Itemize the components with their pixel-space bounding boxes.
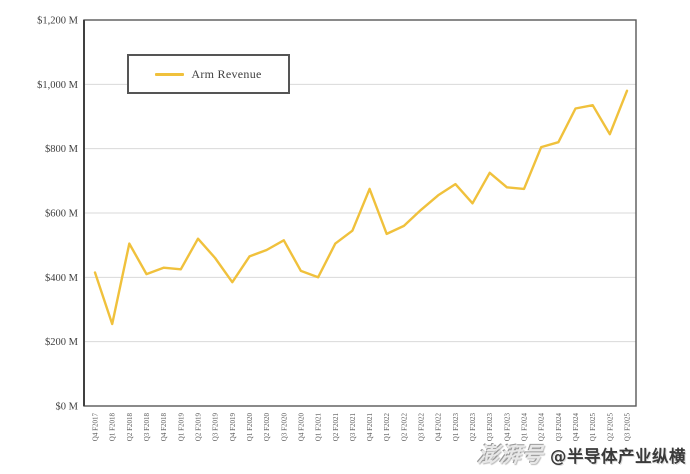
revenue-series-line bbox=[93, 89, 629, 326]
x-tick-label: Q1 F2018 bbox=[109, 413, 117, 442]
y-tick-label: $0 M bbox=[56, 402, 79, 413]
watermark-logo: 澎湃号 bbox=[476, 443, 546, 467]
x-tick-label: Q2 F2021 bbox=[332, 413, 340, 442]
x-tick-label: Q1 F2025 bbox=[589, 413, 597, 442]
y-tick-label: $800 M bbox=[45, 144, 79, 155]
x-tick-label: Q3 F2021 bbox=[349, 413, 357, 442]
x-tick-label: Q2 F2024 bbox=[538, 413, 546, 442]
watermark-handle: @半导体产业纵横 bbox=[550, 447, 686, 466]
x-tick-label: Q1 F2022 bbox=[383, 413, 391, 442]
x-tick-label: Q3 F2019 bbox=[212, 413, 220, 442]
x-tick-label: Q1 F2020 bbox=[246, 413, 254, 442]
legend: Arm Revenue bbox=[127, 54, 290, 94]
y-tick-label: $1,200 M bbox=[37, 16, 79, 27]
x-tick-label: Q1 F2023 bbox=[452, 413, 460, 442]
x-tick-label: Q1 F2024 bbox=[521, 413, 529, 442]
x-tick-label: Q4 F2021 bbox=[366, 413, 374, 442]
watermark: 澎湃号 @半导体产业纵横 bbox=[476, 439, 686, 469]
x-tick-label: Q4 F2020 bbox=[297, 413, 305, 442]
x-tick-label: Q1 F2019 bbox=[177, 413, 185, 442]
x-tick-label: Q2 F2022 bbox=[400, 413, 408, 442]
x-tick-label: Q4 F2018 bbox=[160, 413, 168, 442]
x-tick-label: Q3 F2025 bbox=[624, 413, 632, 442]
y-tick-label: $400 M bbox=[45, 273, 79, 284]
x-tick-label: Q3 F2020 bbox=[280, 413, 288, 442]
x-tick-label: Q3 F2018 bbox=[143, 413, 151, 442]
x-tick-label: Q2 F2023 bbox=[469, 413, 477, 442]
legend-line-swatch bbox=[155, 72, 185, 76]
y-tick-label: $600 M bbox=[45, 209, 79, 220]
x-tick-label: Q2 F2019 bbox=[195, 413, 203, 442]
x-tick-label: Q4 F2019 bbox=[229, 413, 237, 442]
x-tick-label: Q2 F2018 bbox=[126, 413, 134, 442]
x-tick-label: Q3 F2023 bbox=[486, 413, 494, 442]
y-tick-label: $200 M bbox=[45, 337, 79, 348]
x-tick-label: Q4 F2017 bbox=[92, 413, 100, 442]
x-tick-label: Q1 F2021 bbox=[315, 413, 323, 442]
x-tick-label: Q4 F2024 bbox=[572, 413, 580, 442]
x-tick-label: Q3 F2022 bbox=[418, 413, 426, 442]
y-tick-label: $1,000 M bbox=[37, 80, 79, 91]
x-tick-label: Q3 F2024 bbox=[555, 413, 563, 442]
x-tick-label: Q4 F2023 bbox=[503, 413, 511, 442]
x-tick-label: Q2 F2025 bbox=[606, 413, 614, 442]
legend-label: Arm Revenue bbox=[191, 66, 262, 81]
x-tick-label: Q4 F2022 bbox=[435, 413, 443, 442]
x-tick-label: Q2 F2020 bbox=[263, 413, 271, 442]
